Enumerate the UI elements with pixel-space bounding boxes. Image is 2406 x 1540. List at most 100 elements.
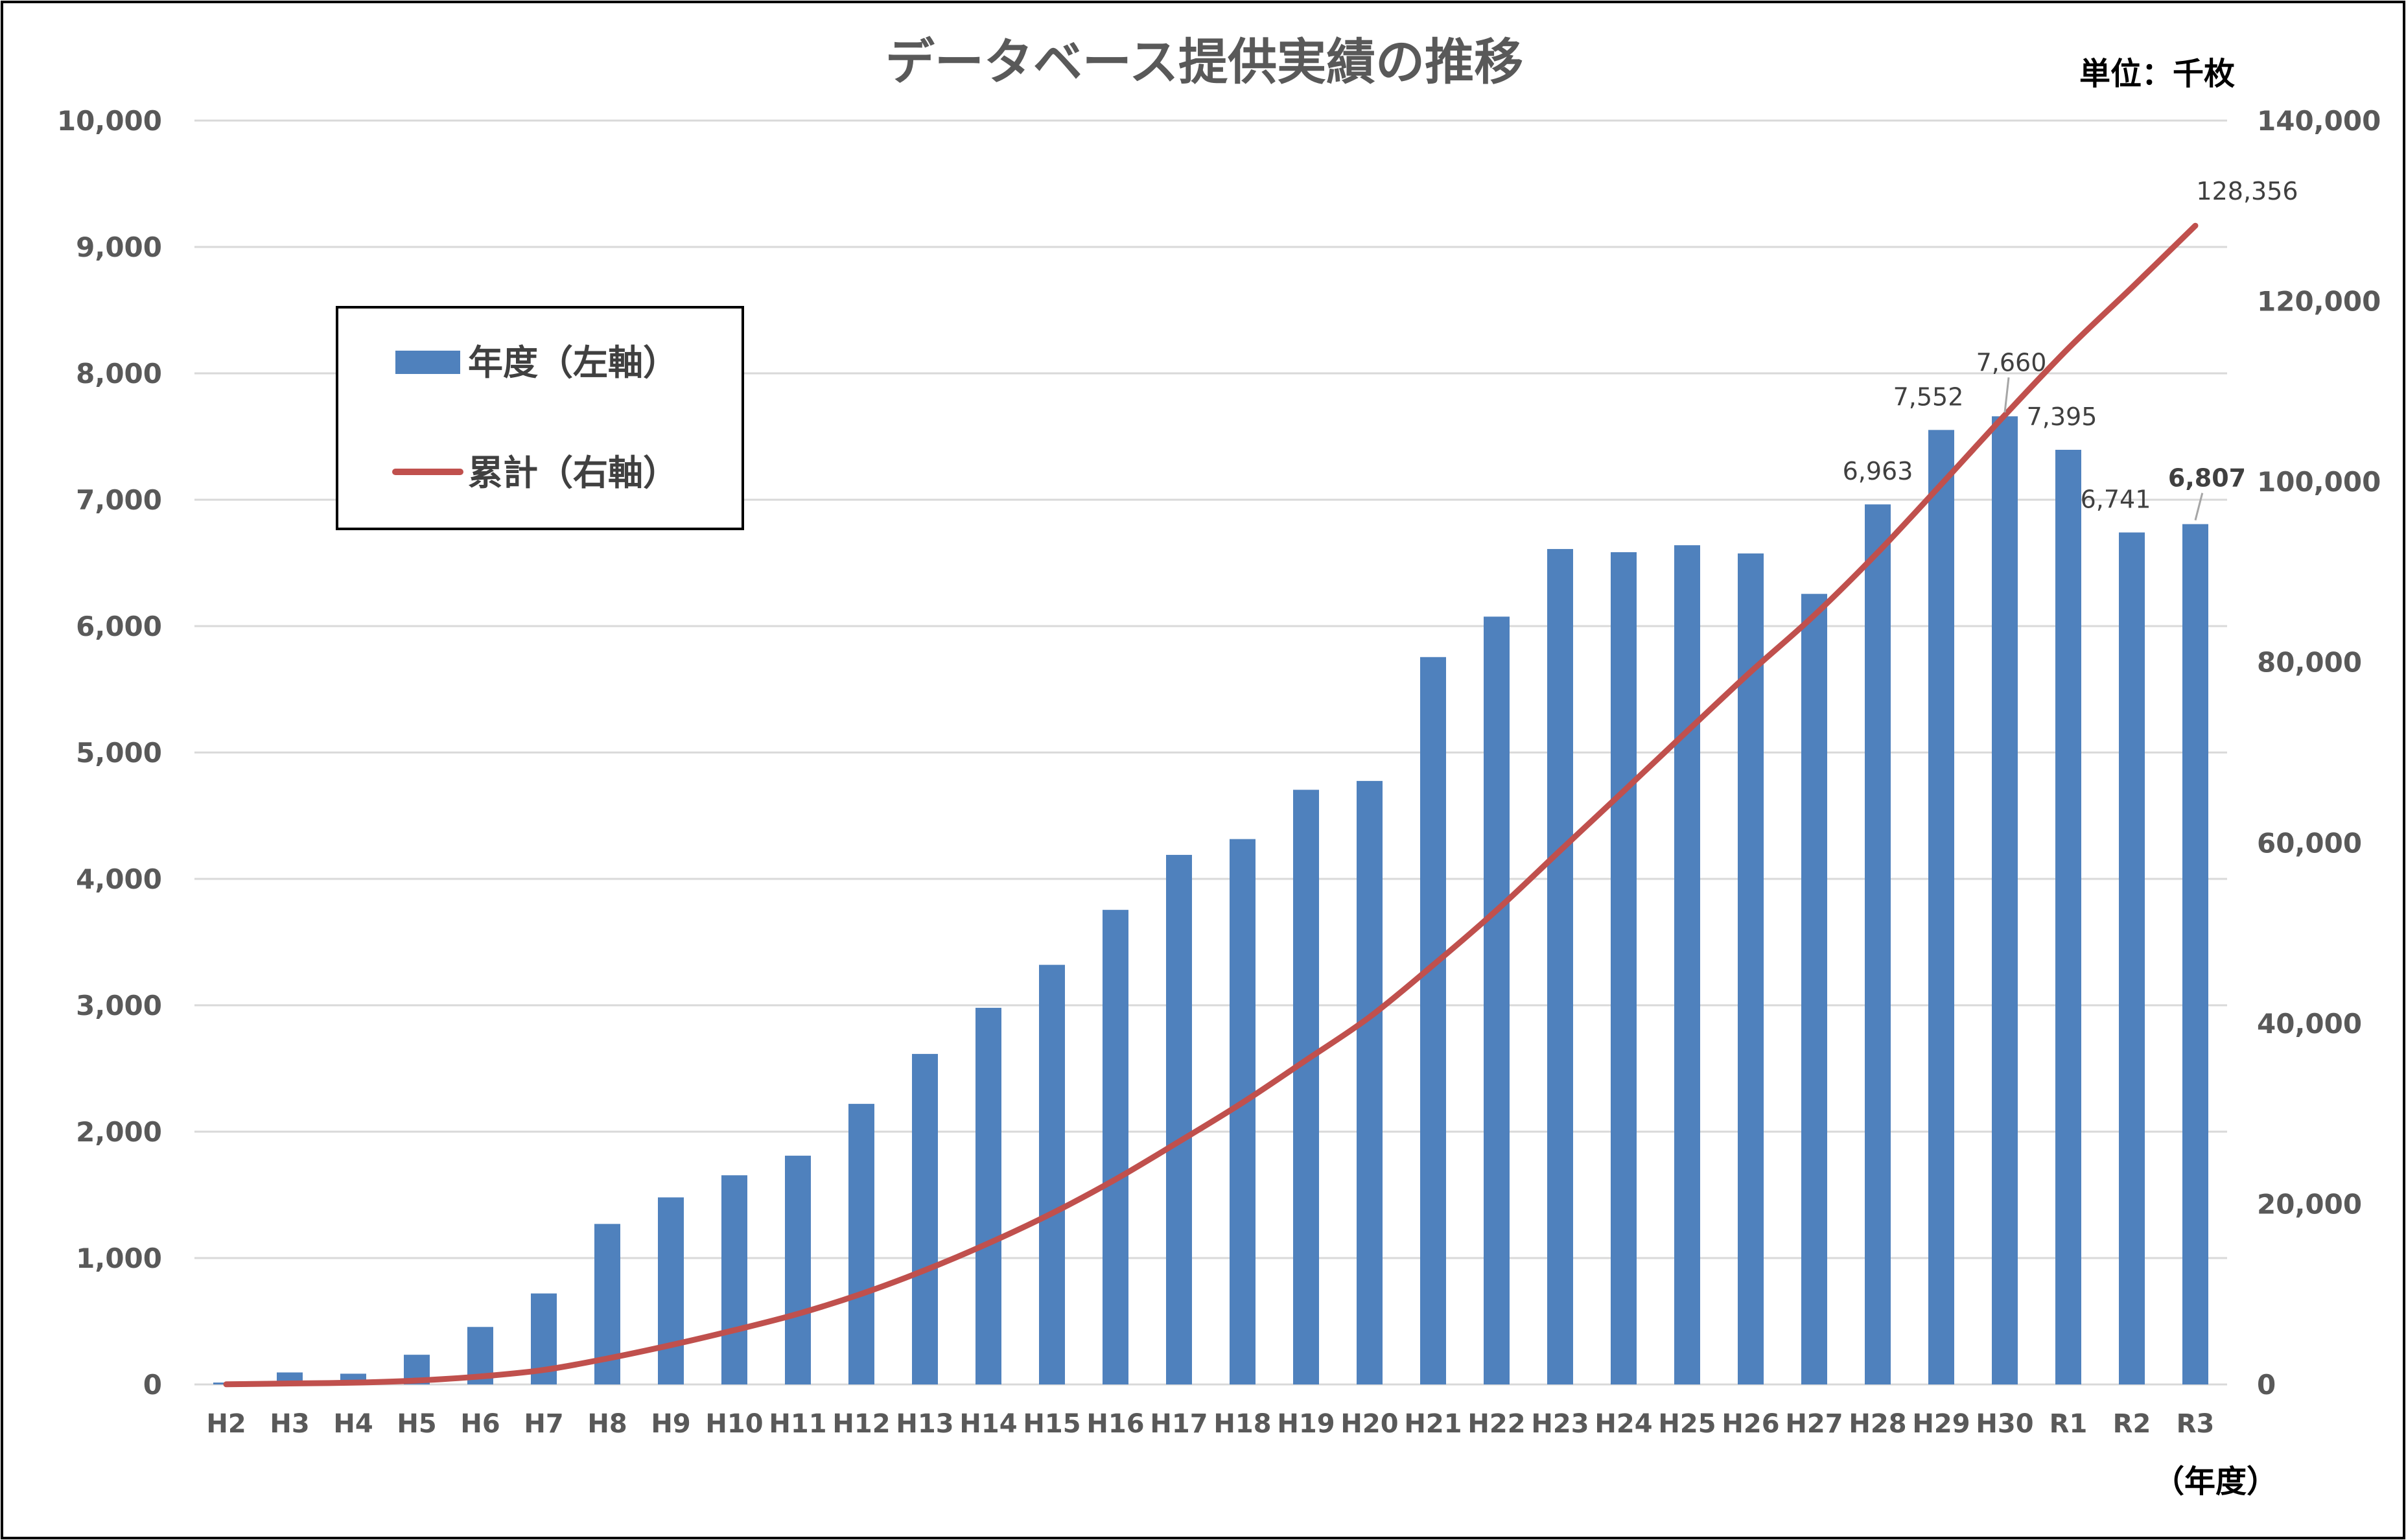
bar	[1992, 416, 2018, 1384]
legend-swatch-bar	[395, 351, 460, 374]
bar	[1357, 780, 1383, 1384]
cumulative-line	[223, 222, 2199, 1388]
left-axis-tick-label: 1,000	[76, 1242, 162, 1274]
left-axis-tick-label: 4,000	[76, 863, 162, 895]
right-axis-tick-label: 0	[2257, 1369, 2276, 1401]
data-label-leader	[2194, 493, 2204, 521]
right-axis-tick-label: 20,000	[2257, 1188, 2362, 1220]
bar	[1230, 839, 1256, 1384]
data-label: 7,395	[2027, 402, 2097, 431]
data-label-leader	[2003, 377, 2010, 413]
x-axis-tick-label: R2	[2113, 1409, 2151, 1439]
x-axis-tick-label: H14	[959, 1409, 1017, 1439]
chart-title: データベース提供実績の推移	[885, 33, 1523, 91]
bar	[1039, 964, 1065, 1384]
left-axis-tick-label: 2,000	[76, 1116, 162, 1148]
x-axis-tick-label: H4	[333, 1409, 373, 1439]
bar	[1801, 594, 1827, 1384]
x-axis-tick-label: H20	[1340, 1409, 1398, 1439]
bar	[2119, 532, 2145, 1384]
bar	[1293, 789, 1319, 1384]
x-axis-tick-label: H3	[270, 1409, 309, 1439]
x-axis-tick-label: H17	[1150, 1409, 1208, 1439]
x-axis-tick-label: H13	[896, 1409, 953, 1439]
bar	[658, 1197, 684, 1384]
x-axis-tick-label: H19	[1277, 1409, 1335, 1439]
x-axis-tick-label: H29	[1912, 1409, 1970, 1439]
left-axis-ticks: 0 1,000 2,000 3,000 4,000 5,000 6,000 7,000 8,00…	[57, 105, 162, 1401]
right-axis-ticks: 0 20,000 40,000 60,000 80,000 100,000 120,000 1…	[2257, 105, 2381, 1401]
left-axis-tick-label: 3,000	[76, 990, 162, 1021]
x-axis-ticks: H2 H3 H4 H5 H6 H7 H8 H9 H10 H11 H12 H13 H14 H15 H16 H17…	[206, 1409, 2214, 1439]
x-axis-tick-label: H28	[1849, 1409, 1906, 1439]
bar	[975, 1007, 1001, 1384]
x-axis-tick-label: H15	[1023, 1409, 1080, 1439]
left-axis-tick-label: 7,000	[76, 484, 162, 516]
x-axis-tick-label: H21	[1404, 1409, 1462, 1439]
bar	[1928, 430, 1954, 1384]
x-axis-tick-label: H25	[1658, 1409, 1716, 1439]
x-axis-tick-label: H8	[587, 1409, 627, 1439]
data-label: 7,660	[1976, 348, 2047, 377]
left-axis-tick-label: 6,000	[76, 611, 162, 642]
data-label: 6,741	[2081, 485, 2151, 514]
x-axis-tick-label: H9	[651, 1409, 690, 1439]
x-axis-tick-label: H5	[397, 1409, 436, 1439]
bar	[848, 1104, 874, 1384]
right-axis-tick-label: 100,000	[2257, 466, 2381, 498]
x-axis-tick-label: H10	[705, 1409, 763, 1439]
x-axis-tick-label: H22	[1467, 1409, 1525, 1439]
line-end-label: 128,356	[2196, 177, 2298, 205]
bar	[1420, 657, 1446, 1384]
legend-label-line: 累計（右軸）	[468, 452, 678, 493]
bar-series	[213, 416, 2208, 1385]
x-axis-title: （年度）	[2153, 1464, 2278, 1500]
gridlines	[194, 119, 2227, 1386]
line-series	[223, 222, 2199, 1388]
data-label: 7,552	[1893, 382, 1964, 411]
left-axis-tick-label: 5,000	[76, 737, 162, 769]
left-axis-tick-label: 8,000	[76, 358, 162, 390]
x-axis-tick-label: H23	[1531, 1409, 1589, 1439]
right-axis-tick-label: 40,000	[2257, 1008, 2362, 1040]
bar	[1547, 549, 1573, 1384]
bar	[1484, 616, 1510, 1384]
right-axis-tick-label: 120,000	[2257, 286, 2381, 318]
x-axis-tick-label: H16	[1086, 1409, 1144, 1439]
x-axis-tick-label: H2	[206, 1409, 246, 1439]
data-label: 6,807	[2168, 464, 2246, 493]
bar	[721, 1175, 747, 1384]
legend-box	[336, 306, 744, 530]
legend: 年度（左軸） 累計（右軸）	[336, 306, 744, 530]
bar	[912, 1054, 938, 1384]
x-axis-tick-label: H18	[1213, 1409, 1271, 1439]
left-axis-tick-label: 10,000	[57, 105, 162, 137]
bar	[2055, 449, 2081, 1384]
x-axis-tick-label: H26	[1722, 1409, 1779, 1439]
right-axis-tick-label: 60,000	[2257, 827, 2362, 859]
bar	[1865, 504, 1891, 1384]
right-axis-tick-label: 140,000	[2257, 105, 2381, 137]
left-axis-tick-label: 9,000	[76, 231, 162, 263]
bar	[1611, 552, 1637, 1384]
legend-label-bar: 年度（左軸）	[468, 342, 678, 383]
x-axis-tick-label: R3	[2177, 1409, 2215, 1439]
bar	[2182, 524, 2208, 1384]
x-axis-tick-label: H30	[1976, 1409, 2033, 1439]
bar	[1103, 909, 1128, 1384]
x-axis-tick-label: H27	[1785, 1409, 1843, 1439]
x-axis-tick-label: H7	[524, 1409, 563, 1439]
x-axis-tick-label: H24	[1594, 1409, 1652, 1439]
bar	[1674, 545, 1700, 1385]
bar	[1166, 854, 1192, 1384]
x-axis-tick-label: H11	[769, 1409, 826, 1439]
data-labels: 6,963 7,552 7,660 7,395 6,741 6,807 128,356	[1843, 177, 2298, 521]
left-axis-tick-label: 0	[143, 1369, 162, 1401]
x-axis-tick-label: R1	[2050, 1409, 2088, 1439]
x-axis-tick-label: H6	[460, 1409, 500, 1439]
right-axis-tick-label: 80,000	[2257, 647, 2362, 679]
bar	[785, 1156, 811, 1384]
unit-label: 単位：千枚	[2079, 56, 2235, 92]
